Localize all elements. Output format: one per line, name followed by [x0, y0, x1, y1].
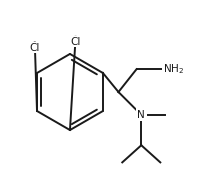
- Text: Cl: Cl: [30, 43, 40, 53]
- Text: N: N: [137, 110, 145, 120]
- Text: Cl: Cl: [70, 37, 81, 47]
- Text: NH$_2$: NH$_2$: [163, 62, 184, 76]
